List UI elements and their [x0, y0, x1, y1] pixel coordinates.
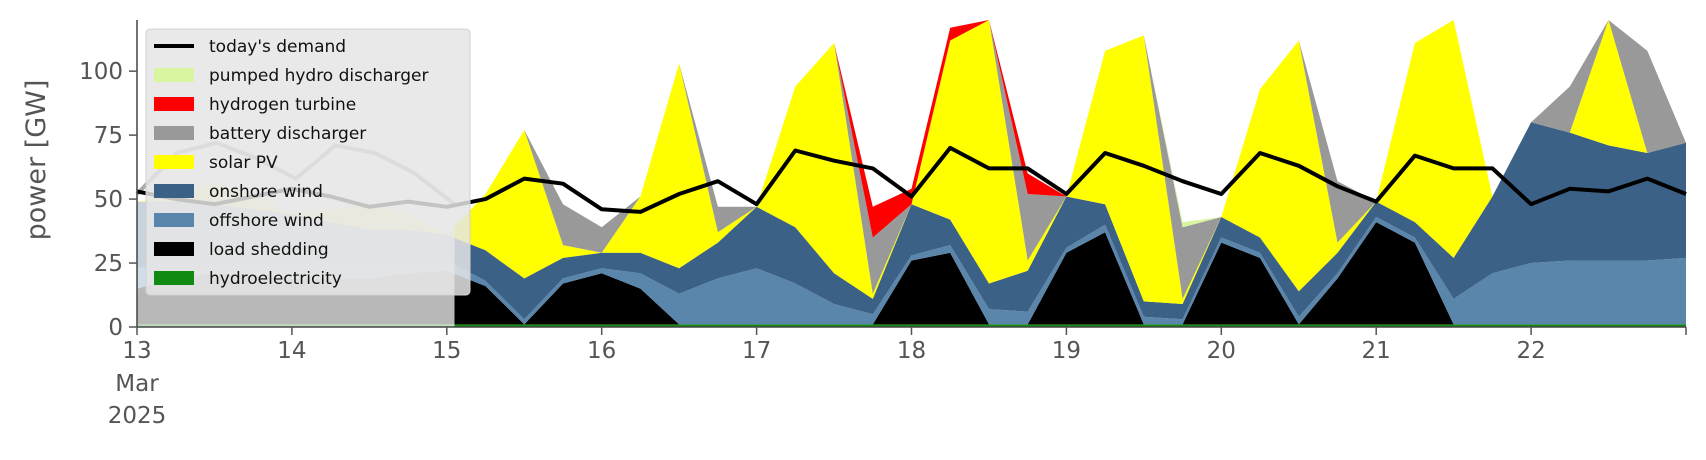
legend-label: solar PV — [209, 153, 278, 173]
legend-box — [145, 28, 471, 296]
x-tick-label: 21 — [1362, 338, 1391, 364]
x-tick-label: 16 — [587, 338, 616, 364]
legend-label: hydrogen turbine — [209, 95, 356, 115]
legend-swatch — [154, 155, 194, 169]
legend-swatch — [154, 213, 194, 227]
legend-swatch — [154, 242, 194, 256]
area-solar-pv — [137, 20, 1686, 304]
y-tick-label: 50 — [94, 187, 123, 213]
x-tick-label: 22 — [1516, 338, 1545, 364]
legend-swatch — [154, 97, 194, 111]
legend-swatch — [154, 68, 194, 82]
x-tick-label: 18 — [897, 338, 926, 364]
x-tick-label: 13 — [122, 338, 151, 364]
legend-label: onshore wind — [209, 182, 323, 202]
axes: 0 25 50 75 100 13 14 15 16 17 18 19 20 21 22 Mar 2025 — [79, 20, 1687, 429]
legend-label: hydroelectricity — [209, 269, 342, 289]
legend-label: offshore wind — [209, 211, 324, 231]
legend-swatch — [154, 271, 194, 285]
x-tick-label: 14 — [277, 338, 306, 364]
legend-swatch — [154, 126, 194, 140]
y-axis-title: power [GW] — [21, 80, 52, 241]
x-origin-sublabel: Mar — [115, 371, 159, 397]
y-tick-label: 0 — [108, 315, 123, 341]
x-tick-label: 17 — [742, 338, 771, 364]
legend-swatch — [154, 184, 194, 198]
x-tick-label: 20 — [1207, 338, 1236, 364]
x-tick-label: 19 — [1052, 338, 1081, 364]
area-load-shedding — [137, 222, 1686, 325]
legend-label: today's demand — [209, 37, 346, 57]
y-tick-label: 100 — [79, 59, 123, 85]
x-tick-label: 15 — [432, 338, 461, 364]
y-tick-label: 25 — [94, 251, 123, 277]
legend-label: pumped hydro discharger — [209, 66, 428, 86]
legend: today's demand pumped hydro discharger hyd… — [145, 28, 471, 296]
legend-label: load shedding — [209, 240, 329, 260]
area-onshore-wind — [137, 122, 1686, 320]
x-origin-sublabel: 2025 — [108, 403, 167, 429]
legend-label: battery discharger — [209, 124, 366, 144]
y-tick-label: 75 — [94, 123, 123, 149]
